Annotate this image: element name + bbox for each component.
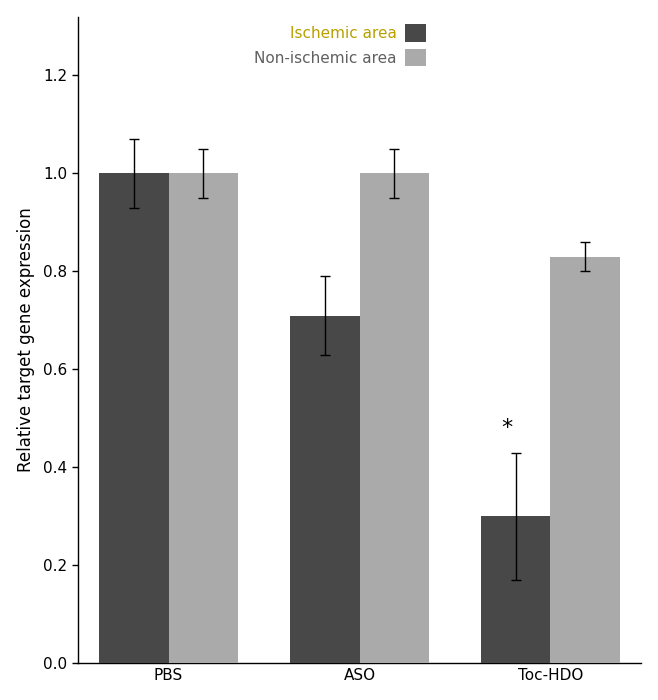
- Bar: [290, 316, 359, 664]
- Bar: [551, 257, 620, 664]
- Legend: Ischemic area, Non-ischemic area: Ischemic area, Non-ischemic area: [255, 25, 426, 66]
- Bar: [359, 174, 428, 664]
- Text: *: *: [501, 418, 513, 438]
- Bar: [168, 174, 238, 664]
- Y-axis label: Relative target gene expression: Relative target gene expression: [16, 208, 35, 472]
- Bar: [481, 517, 551, 664]
- Bar: [99, 174, 168, 664]
